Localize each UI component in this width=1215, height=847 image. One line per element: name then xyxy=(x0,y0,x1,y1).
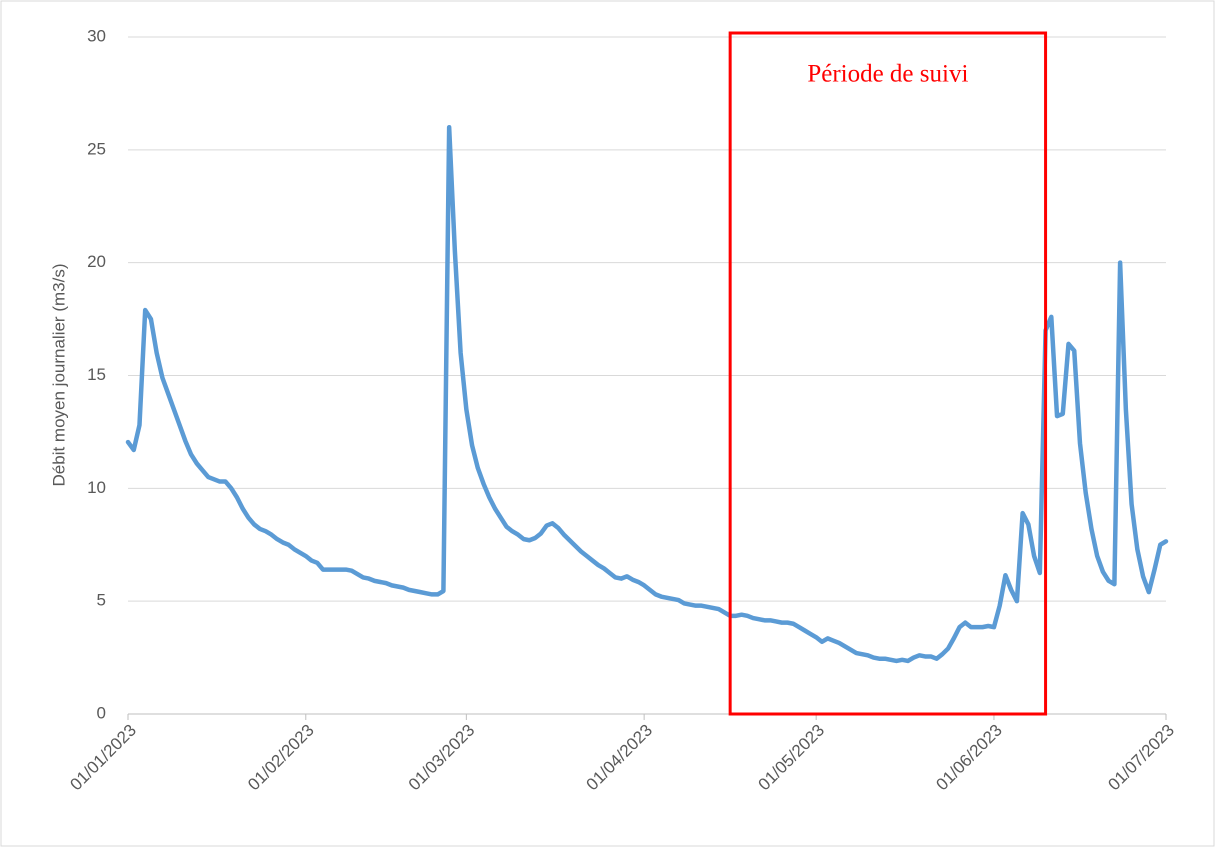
annotation-box xyxy=(728,31,1048,716)
data-line xyxy=(125,125,1169,664)
y-tick-label: 5 xyxy=(97,591,106,610)
y-tick-label: 30 xyxy=(87,26,106,45)
y-axis-label: Débit moyen journalier (m3/s) xyxy=(49,264,68,487)
y-tick-label: 20 xyxy=(87,252,106,271)
y-tick-label: 0 xyxy=(97,703,106,722)
y-tick-label: 25 xyxy=(87,139,106,158)
y-tick-label: 10 xyxy=(87,478,106,497)
y-tick-label: 15 xyxy=(87,365,106,384)
annotation-text: Période de suivi xyxy=(807,61,968,88)
